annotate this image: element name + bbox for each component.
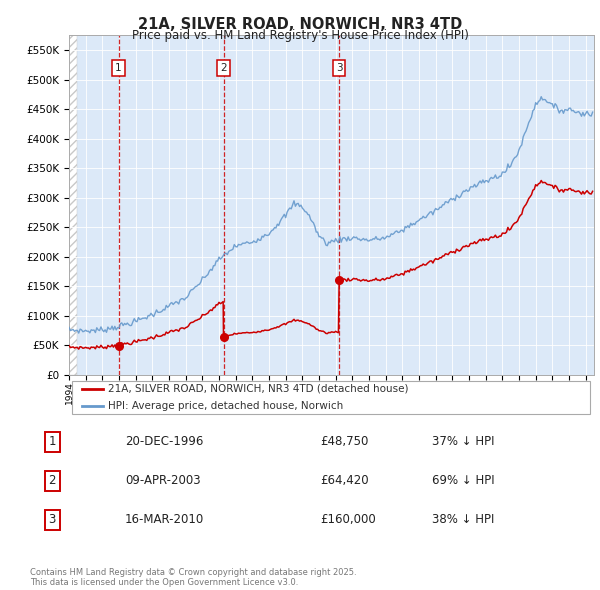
Text: HPI: Average price, detached house, Norwich: HPI: Average price, detached house, Norw… bbox=[109, 401, 344, 411]
Text: 16-MAR-2010: 16-MAR-2010 bbox=[125, 513, 204, 526]
Text: 38% ↓ HPI: 38% ↓ HPI bbox=[432, 513, 494, 526]
FancyBboxPatch shape bbox=[71, 381, 590, 415]
Text: 21A, SILVER ROAD, NORWICH, NR3 4TD: 21A, SILVER ROAD, NORWICH, NR3 4TD bbox=[138, 17, 462, 31]
Polygon shape bbox=[69, 35, 77, 375]
Text: 2: 2 bbox=[49, 474, 56, 487]
Text: 1: 1 bbox=[49, 435, 56, 448]
Text: 20-DEC-1996: 20-DEC-1996 bbox=[125, 435, 203, 448]
Text: 09-APR-2003: 09-APR-2003 bbox=[125, 474, 200, 487]
Text: £160,000: £160,000 bbox=[320, 513, 376, 526]
Text: 21A, SILVER ROAD, NORWICH, NR3 4TD (detached house): 21A, SILVER ROAD, NORWICH, NR3 4TD (deta… bbox=[109, 384, 409, 394]
Text: 2: 2 bbox=[220, 63, 227, 73]
Text: Price paid vs. HM Land Registry's House Price Index (HPI): Price paid vs. HM Land Registry's House … bbox=[131, 30, 469, 42]
Text: 3: 3 bbox=[336, 63, 343, 73]
Text: £64,420: £64,420 bbox=[320, 474, 369, 487]
Text: 37% ↓ HPI: 37% ↓ HPI bbox=[432, 435, 494, 448]
Text: £48,750: £48,750 bbox=[320, 435, 368, 448]
Text: Contains HM Land Registry data © Crown copyright and database right 2025.
This d: Contains HM Land Registry data © Crown c… bbox=[30, 568, 356, 587]
Text: 3: 3 bbox=[49, 513, 56, 526]
Text: 69% ↓ HPI: 69% ↓ HPI bbox=[432, 474, 494, 487]
Text: 1: 1 bbox=[115, 63, 122, 73]
